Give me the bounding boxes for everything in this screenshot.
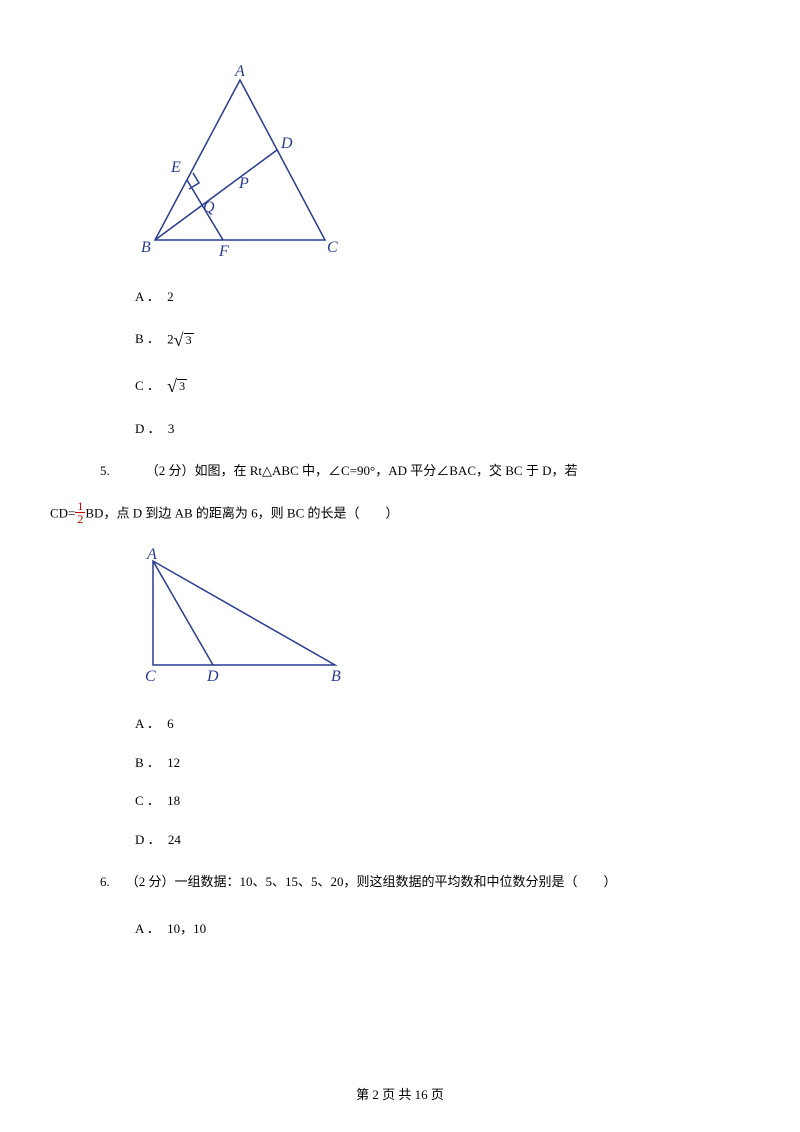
q4-option-a: A ． 2 xyxy=(135,287,750,308)
q5-option-b: B ． 12 xyxy=(135,753,750,774)
label2-C: C xyxy=(145,668,156,685)
q5-stem: 5.（2 分）如图，在 Rt△ABC 中，∠C=90°，AD 平分∠BAC，交 … xyxy=(100,458,750,484)
figure-2: A C D B xyxy=(135,547,750,694)
page-footer: 第 2 页 共 16 页 xyxy=(0,1085,800,1106)
label-E: E xyxy=(170,159,181,176)
q4-option-b: B ． 2√3 xyxy=(135,326,750,355)
q6-stem: 6.（2 分）一组数据：10、5、15、5、20，则这组数据的平均数和中位数分别… xyxy=(100,869,750,895)
label-F: F xyxy=(218,243,229,260)
q5-option-d: D ． 24 xyxy=(135,830,750,851)
label-B: B xyxy=(141,239,151,256)
q4-option-c: C ． √3 xyxy=(135,372,750,401)
sqrt-icon: √3 xyxy=(167,372,187,401)
label-C: C xyxy=(327,239,338,256)
q5-stem-line2: CD=12BD，点 D 到边 AB 的距离为 6，则 BC 的长是（ ） xyxy=(50,502,750,527)
triangle-abc-epqdf: A B C E D F P Q xyxy=(135,60,345,260)
q6-option-a: A ． 10，10 xyxy=(135,919,750,940)
label-D: D xyxy=(280,135,293,152)
label2-B: B xyxy=(331,668,341,685)
label-P: P xyxy=(238,175,249,192)
fraction-half: 12 xyxy=(75,500,85,525)
label2-D: D xyxy=(206,668,219,685)
sqrt-icon: √3 xyxy=(174,326,194,355)
figure-1: A B C E D F P Q xyxy=(135,60,750,267)
q5-option-c: C ． 18 xyxy=(135,791,750,812)
q5-option-a: A ． 6 xyxy=(135,714,750,735)
q4-option-d: D ． 3 xyxy=(135,419,750,440)
right-triangle-acd-b: A C D B xyxy=(135,547,355,687)
label-Q: Q xyxy=(203,199,215,216)
label2-A: A xyxy=(146,547,157,563)
label-A: A xyxy=(234,63,245,80)
